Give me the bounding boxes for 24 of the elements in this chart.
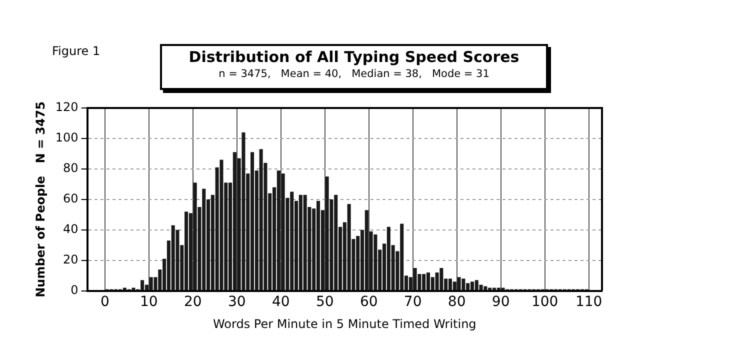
y-tick-label: 0	[70, 282, 78, 297]
x-tick-label: 100	[531, 294, 558, 310]
x-tick-label: 90	[492, 294, 510, 310]
chart-title: Distribution of All Typing Speed Scores	[188, 48, 520, 66]
x-tick-label: 60	[360, 294, 378, 310]
x-tick-label: 40	[272, 294, 290, 310]
x-tick-label: 80	[448, 294, 466, 310]
y-tick-label: 60	[63, 192, 78, 206]
y-tick-label: 120	[55, 100, 78, 114]
y-axis-title: Number of People N = 3475	[33, 101, 48, 298]
x-tick-label: 10	[140, 294, 158, 310]
caption: Figure 1	[52, 44, 100, 58]
x-tick-label: 30	[228, 294, 246, 310]
y-tick-label: 80	[63, 161, 78, 176]
x-tick-label: 0	[100, 294, 110, 310]
x-tick-label: 20	[184, 294, 202, 310]
x-tick-label: 70	[404, 294, 422, 310]
y-tick-label: 100	[55, 130, 78, 145]
x-tick-label: 110	[575, 294, 602, 310]
x-axis-title: Words Per Minute in 5 Minute Timed Writing	[212, 316, 476, 331]
chart-subtitle: n = 3475, Mean = 40, Median = 38, Mode = 31	[218, 68, 490, 80]
x-tick-label: 50	[316, 294, 334, 310]
y-tick-label: 40	[63, 222, 78, 236]
y-tick-label: 20	[63, 252, 78, 266]
